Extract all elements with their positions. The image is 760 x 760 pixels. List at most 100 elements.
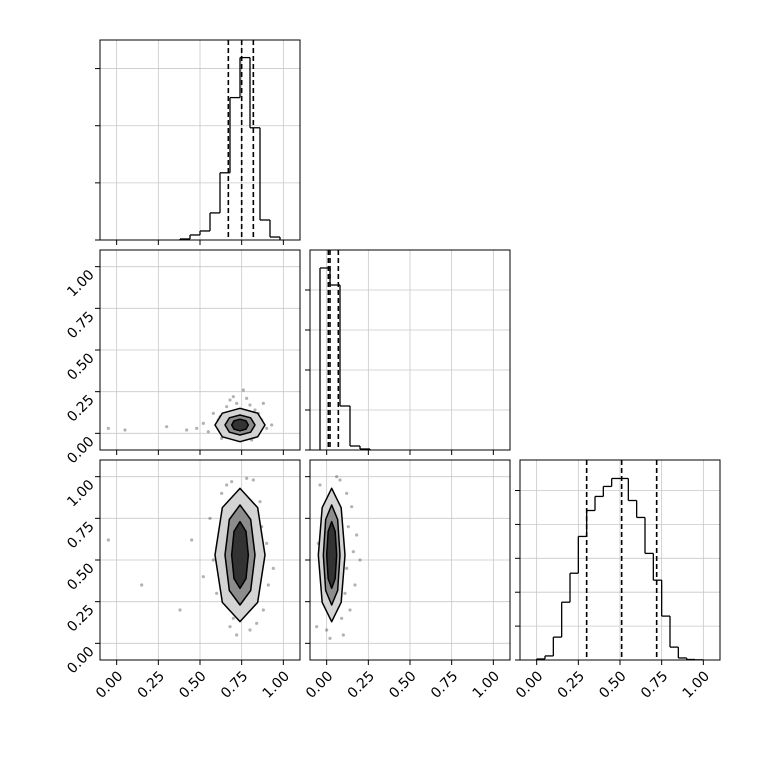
x-tick-label: 0.25	[555, 668, 588, 701]
point	[165, 425, 169, 429]
point	[208, 516, 212, 520]
panel: 0.00 0.25 0.50 0.75 1.000.000.250.500.751.00	[64, 459, 301, 702]
y-tick-label: 0.00	[64, 434, 97, 467]
x-tick-label: 0.50	[596, 668, 629, 701]
point	[265, 426, 269, 430]
point	[245, 396, 249, 400]
point	[351, 550, 355, 554]
y-tick-label: 0.25	[64, 602, 97, 635]
point	[325, 628, 329, 632]
point	[255, 621, 259, 625]
contour	[230, 520, 250, 590]
point	[318, 483, 322, 487]
plot-area	[315, 475, 362, 640]
point	[338, 478, 342, 482]
y-tick-label: 0.75	[64, 309, 97, 342]
plot-area	[536, 460, 704, 660]
point	[245, 476, 249, 480]
point	[228, 398, 232, 402]
point	[215, 591, 219, 595]
contour	[325, 520, 338, 590]
y-tick-label: 0.25	[64, 392, 97, 425]
point	[206, 430, 210, 434]
x-tick-label: 0.75	[218, 668, 251, 701]
point	[225, 483, 229, 487]
x-tick-label: 1.00	[680, 668, 713, 701]
y-tick-label: 0.50	[64, 350, 97, 383]
point	[266, 583, 270, 587]
point	[241, 388, 245, 392]
point	[201, 575, 205, 579]
point	[140, 583, 144, 587]
y-tick-label: 0.75	[64, 519, 97, 552]
x-tick-label: 0.25	[345, 668, 378, 701]
y-tick-label: 0.00	[64, 644, 97, 677]
plot-area	[106, 388, 274, 443]
x-tick-label: 0.25	[135, 668, 168, 701]
panel-frame	[99, 39, 301, 241]
point	[346, 525, 350, 529]
point	[231, 616, 235, 620]
point	[251, 478, 255, 482]
point	[195, 426, 199, 430]
x-tick-label: 0.00	[93, 668, 126, 701]
point	[261, 401, 265, 405]
contour	[230, 418, 250, 432]
panel-frame	[309, 249, 511, 451]
panel: 0.00 0.25 0.50 0.75 1.00	[64, 249, 301, 467]
point	[270, 423, 274, 427]
panel-frame	[99, 459, 301, 661]
point	[345, 491, 349, 495]
plot-area	[319, 250, 371, 450]
point	[343, 591, 347, 595]
x-tick-label: 0.50	[386, 668, 419, 701]
point	[271, 566, 275, 570]
point	[235, 401, 239, 405]
panel	[95, 39, 301, 245]
x-tick-label: 0.00	[513, 668, 546, 701]
plot-area	[106, 476, 275, 637]
point	[340, 616, 344, 620]
point	[123, 428, 127, 432]
panel-frame	[309, 459, 511, 661]
point	[350, 505, 354, 509]
point	[253, 408, 257, 412]
x-tick-label: 1.00	[470, 668, 503, 701]
point	[315, 625, 319, 629]
point	[106, 538, 110, 542]
panel-frame	[519, 459, 721, 661]
point	[190, 538, 194, 542]
panel	[305, 249, 511, 455]
plot-area	[179, 40, 281, 240]
point	[248, 403, 252, 407]
point	[201, 421, 205, 425]
panel-frame	[99, 249, 301, 451]
point	[228, 625, 232, 629]
point	[248, 628, 252, 632]
y-tick-label: 1.00	[64, 267, 97, 300]
point	[211, 558, 215, 562]
point	[178, 608, 182, 612]
point	[258, 500, 262, 504]
point	[106, 426, 110, 430]
point	[230, 480, 234, 484]
point	[225, 405, 229, 409]
y-tick-label: 0.50	[64, 560, 97, 593]
point	[345, 566, 349, 570]
point	[185, 428, 189, 432]
point	[348, 608, 352, 612]
point	[265, 541, 269, 545]
x-tick-label: 0.00	[303, 668, 336, 701]
point	[211, 411, 215, 415]
point	[355, 533, 359, 537]
y-tick-label: 1.00	[64, 477, 97, 510]
point	[328, 636, 332, 640]
point	[358, 558, 362, 562]
point	[353, 583, 357, 587]
x-tick-label: 1.00	[260, 668, 293, 701]
point	[261, 608, 265, 612]
x-tick-label: 0.75	[638, 668, 671, 701]
